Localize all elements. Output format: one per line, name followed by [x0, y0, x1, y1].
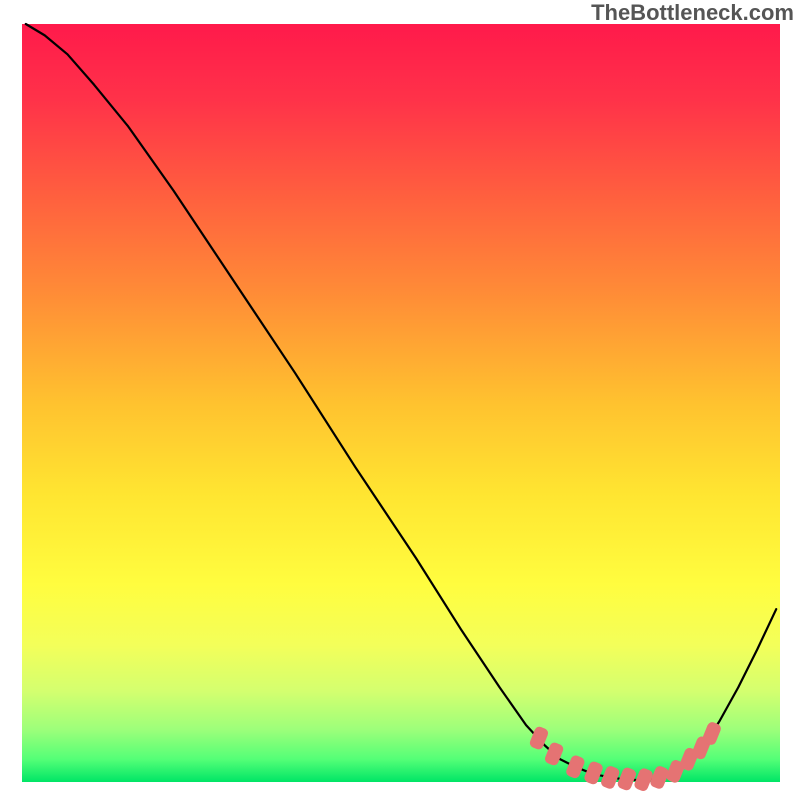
chart-plot: [0, 0, 800, 800]
chart-container: TheBottleneck.com: [0, 0, 800, 800]
